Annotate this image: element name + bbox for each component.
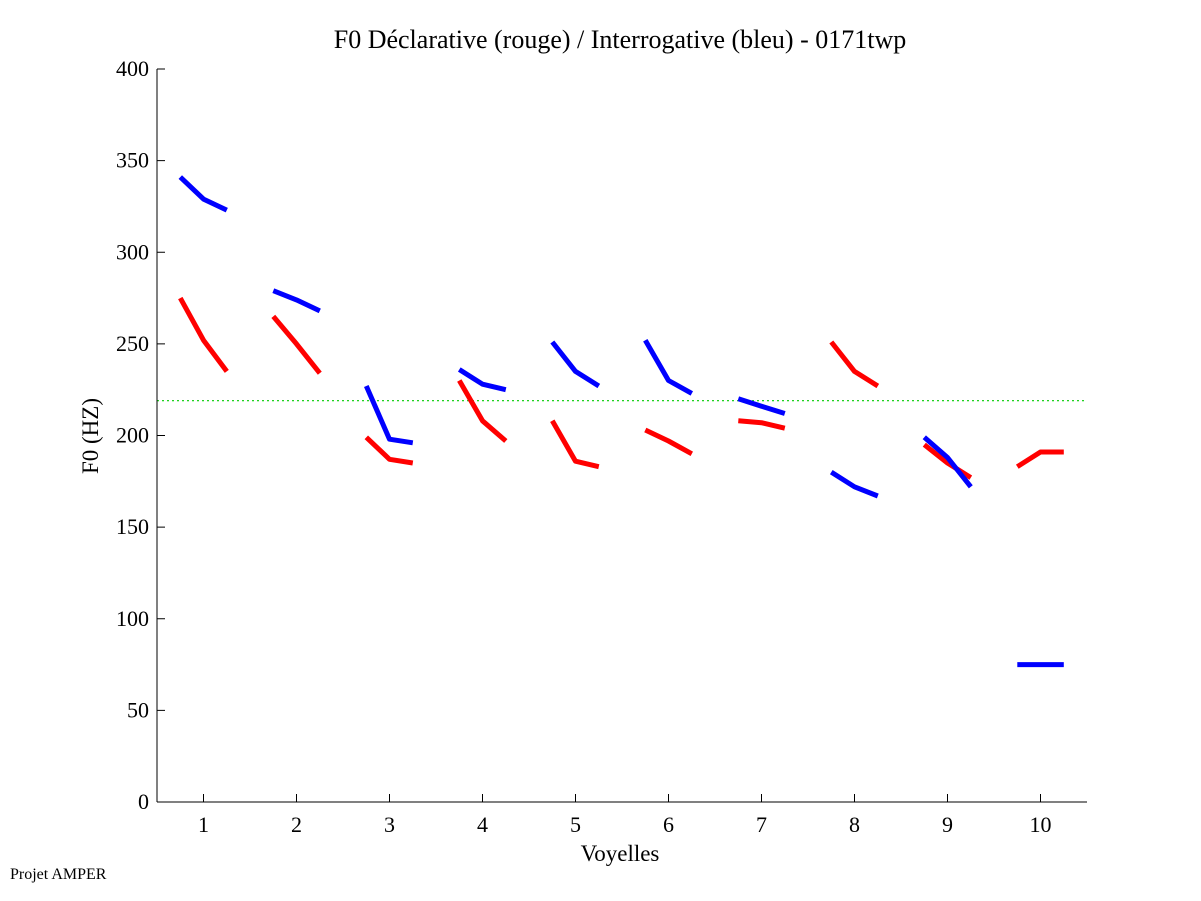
series-1-segment-5 [550,419,600,470]
x-tick-label: 8 [849,812,860,837]
series-1-segment-8 [829,340,880,389]
y-tick-label: 150 [116,514,149,539]
series-1-segment-4 [457,379,508,443]
y-tick-label: 200 [116,423,149,448]
series-2-segment-1 [178,175,228,213]
series-layer [178,175,1064,668]
y-tick-label: 350 [116,148,149,173]
y-tick-label: 0 [138,789,149,814]
series-1-segment-10 [1015,449,1064,469]
x-tick-label: 7 [756,812,767,837]
series-2-segment-3 [364,385,414,446]
axes-layer [156,69,1087,803]
x-tick-label: 3 [384,812,395,837]
series-2-segment-2 [272,288,321,314]
ticks-layer: 0 50 100 150 200 250 300 350 400 1 2 3 4 5 6 7 8 9 10 [116,56,1052,837]
y-tick-label: 250 [116,331,149,356]
series-2-segment-6 [643,338,694,396]
series-2-segment-7 [737,396,786,416]
series-1-segment-2 [271,314,322,375]
x-tick-label: 4 [477,812,488,837]
series-2-segment-4 [457,367,507,393]
y-tick-label: 400 [116,56,149,81]
series-2-segment-8 [829,469,879,499]
x-tick-label: 2 [291,812,302,837]
x-tick-label: 6 [663,812,674,837]
series-2-segment-5 [550,340,601,389]
footer-label: Projet AMPER [10,866,107,883]
x-tick-label: 10 [1030,812,1052,837]
series-1-segment-9 [922,442,973,480]
y-axis-label: F0 (HZ) [78,398,103,474]
y-tick-label: 100 [116,606,149,631]
y-tick-label: 50 [127,697,149,722]
series-1-segment-7 [738,418,786,431]
y-tick-label: 300 [116,239,149,264]
x-tick-label: 5 [570,812,581,837]
x-tick-label: 1 [198,812,209,837]
chart-title: F0 Déclarative (rouge) / Interrogative (… [334,25,907,54]
series-1-segment-3 [364,435,414,466]
x-tick-label: 9 [942,812,953,837]
series-1-segment-1 [178,296,229,373]
series-1-segment-6 [644,427,694,456]
series-2-segment-9 [922,435,973,489]
x-axis-label: Voyelles [581,841,660,866]
